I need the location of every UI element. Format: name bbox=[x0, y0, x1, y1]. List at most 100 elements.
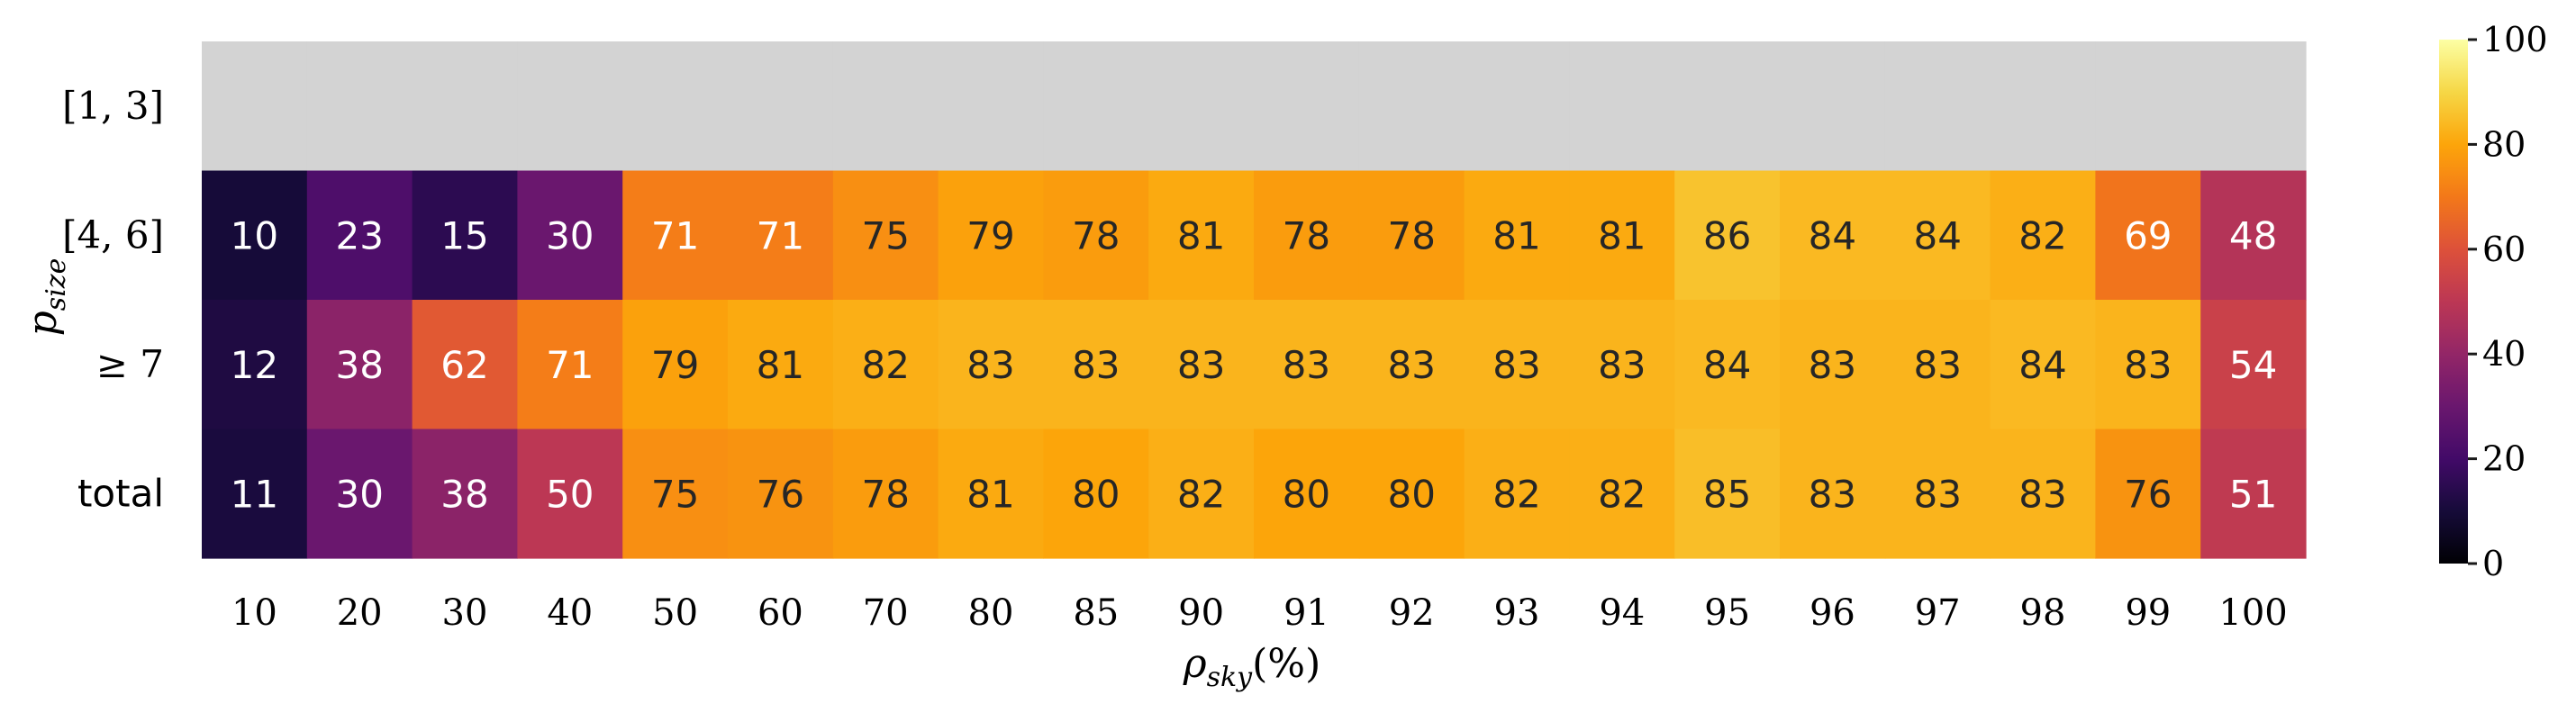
heatmap-cell bbox=[1043, 170, 1149, 301]
heatmap-cell bbox=[517, 429, 623, 559]
cell-value-label: 84 bbox=[1913, 213, 1961, 257]
heatmap-cell bbox=[622, 429, 729, 559]
cell-value-label: 84 bbox=[2018, 343, 2066, 387]
heatmap-cell bbox=[728, 41, 834, 172]
heatmap-cell bbox=[832, 41, 939, 172]
heatmap-cell bbox=[1780, 300, 1886, 430]
heatmap-cell bbox=[1148, 41, 1255, 172]
cell-value-label: 82 bbox=[1177, 472, 1225, 516]
heatmap-cell bbox=[1884, 300, 1991, 430]
cell-value-label: 82 bbox=[1598, 472, 1646, 516]
heatmap-cell bbox=[728, 300, 834, 430]
colorbar-tick-label: 40 bbox=[2482, 334, 2526, 374]
cell-value-label: 81 bbox=[966, 472, 1014, 516]
cell-value-label: 82 bbox=[1492, 472, 1540, 516]
cell-value-label: 12 bbox=[231, 343, 278, 387]
x-tick-label: 40 bbox=[547, 592, 593, 634]
cell-value-label: 83 bbox=[1598, 343, 1646, 387]
heatmap-cell bbox=[1674, 41, 1781, 172]
cell-value-label: 84 bbox=[1703, 343, 1751, 387]
cell-value-label: 23 bbox=[335, 213, 383, 257]
cell-value-label: 75 bbox=[861, 213, 909, 257]
heatmap-cell bbox=[938, 41, 1044, 172]
heatmap-cell bbox=[1254, 170, 1360, 301]
x-tick-label: 90 bbox=[1178, 592, 1224, 634]
heatmap-cell bbox=[517, 41, 623, 172]
colorbar bbox=[2439, 40, 2468, 564]
heatmap-cell bbox=[1780, 170, 1886, 301]
heatmap-cell bbox=[1674, 429, 1781, 559]
x-tick-label: 95 bbox=[1704, 592, 1750, 634]
heatmap-cell bbox=[728, 429, 834, 559]
heatmap-cell bbox=[938, 429, 1044, 559]
x-axis-title: ρsky(%) bbox=[1183, 641, 1321, 693]
x-tick-label: 60 bbox=[757, 592, 803, 634]
x-tick-label: 85 bbox=[1073, 592, 1119, 634]
cell-value-label: 83 bbox=[1913, 343, 1961, 387]
heatmap-cell bbox=[1569, 41, 1675, 172]
colorbar-tick-label: 80 bbox=[2482, 124, 2526, 164]
colorbar-tick-label: 20 bbox=[2482, 439, 2526, 479]
y-tick-label: [1, 3] bbox=[62, 84, 164, 128]
cell-value-label: 71 bbox=[651, 213, 699, 257]
heatmap-cell bbox=[1358, 429, 1465, 559]
cell-value-label: 30 bbox=[335, 472, 383, 516]
colorbar-tick-label: 100 bbox=[2482, 20, 2548, 59]
heatmap-cell bbox=[1464, 300, 1570, 430]
cell-value-label: 83 bbox=[1913, 472, 1961, 516]
heatmap-cell bbox=[412, 170, 518, 301]
y-axis-title: psize bbox=[20, 258, 72, 337]
cell-value-label: 80 bbox=[1387, 472, 1435, 516]
y-axis-title-sub: size bbox=[41, 258, 72, 311]
heatmap-cell bbox=[1884, 41, 1991, 172]
cell-value-label: 48 bbox=[2229, 213, 2277, 257]
heatmap-cell bbox=[2200, 429, 2307, 559]
heatmap-cell bbox=[1043, 300, 1149, 430]
heatmap-cell bbox=[517, 170, 623, 301]
cell-value-label: 82 bbox=[2018, 213, 2066, 257]
heatmap-cell bbox=[306, 41, 413, 172]
heatmap-cell bbox=[202, 429, 308, 559]
cell-value-label: 83 bbox=[1492, 343, 1540, 387]
heatmap-cell bbox=[306, 429, 413, 559]
heatmap-cell bbox=[1148, 170, 1255, 301]
heatmap-cell bbox=[1569, 300, 1675, 430]
cell-value-label: 83 bbox=[1809, 472, 1856, 516]
x-axis-tick-labels: 10 20 30 40 50 60 70 80 85 90 91 92 93 94 95 96 97 98 99 10… bbox=[231, 592, 2288, 634]
cell-value-label: 80 bbox=[1072, 472, 1120, 516]
y-axis-title-main: p bbox=[20, 311, 66, 336]
heatmap-cell bbox=[1254, 300, 1360, 430]
x-tick-label: 50 bbox=[652, 592, 698, 634]
colorbar-ticks: 0 20 40 60 80 100 bbox=[2468, 20, 2548, 583]
heatmap-cell bbox=[1358, 170, 1465, 301]
heatmap-cell bbox=[1990, 429, 2096, 559]
cell-value-label: 79 bbox=[651, 343, 699, 387]
cell-value-label: 81 bbox=[757, 343, 804, 387]
heatmap-cell bbox=[2200, 170, 2307, 301]
heatmap-cell bbox=[1674, 300, 1781, 430]
x-tick-label: 20 bbox=[337, 592, 383, 634]
heatmap-cell bbox=[2095, 300, 2201, 430]
heatmap-cell bbox=[306, 170, 413, 301]
cell-value-label: 38 bbox=[335, 343, 383, 387]
cell-value-label: 83 bbox=[1283, 343, 1330, 387]
cell-value-label: 62 bbox=[440, 343, 488, 387]
heatmap-cell bbox=[1990, 170, 2096, 301]
cell-value-label: 51 bbox=[2229, 472, 2277, 516]
cell-value-label: 83 bbox=[1387, 343, 1435, 387]
heatmap-cell bbox=[832, 300, 939, 430]
x-tick-label: 10 bbox=[231, 592, 277, 634]
heatmap-cell bbox=[622, 41, 729, 172]
x-axis-title-suffix: (%) bbox=[1252, 641, 1320, 687]
cell-value-label: 78 bbox=[861, 472, 909, 516]
heatmap-cell bbox=[1043, 429, 1149, 559]
cell-value-label: 83 bbox=[1072, 343, 1120, 387]
heatmap-cell bbox=[1464, 170, 1570, 301]
heatmap-cell bbox=[412, 300, 518, 430]
cell-value-label: 50 bbox=[546, 472, 594, 516]
x-tick-label: 91 bbox=[1283, 592, 1329, 634]
heatmap-cell bbox=[517, 300, 623, 430]
heatmap-cell bbox=[1674, 170, 1781, 301]
heatmap-cell bbox=[832, 429, 939, 559]
heatmap-cell bbox=[202, 41, 308, 172]
